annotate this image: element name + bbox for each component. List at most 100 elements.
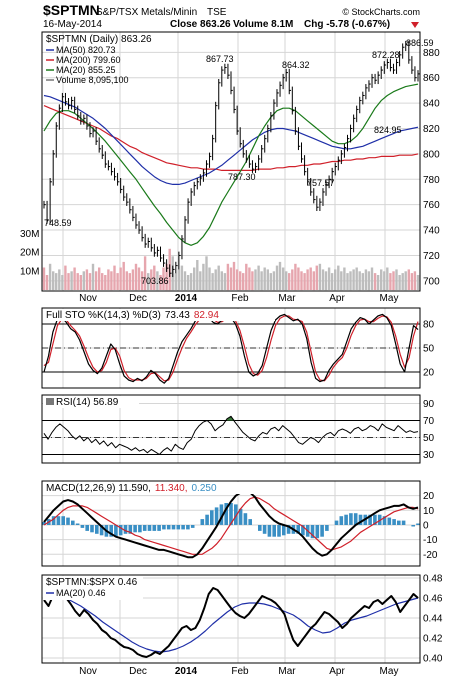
volume-bar bbox=[367, 271, 371, 291]
y-tick-label: 840 bbox=[423, 99, 440, 110]
macd-histogram-bar bbox=[339, 516, 344, 525]
volume-bar bbox=[312, 271, 315, 291]
macd-histogram-bar bbox=[123, 525, 128, 534]
legend-entry: Full STO %K(14,3) %D(3) 73.43 82.94 bbox=[46, 310, 219, 321]
volume-bar bbox=[156, 271, 159, 291]
macd-histogram-bar bbox=[392, 519, 396, 525]
ma50-line bbox=[43, 94, 419, 185]
macd-histogram-bar bbox=[109, 525, 113, 537]
price-annotation: 867.73 bbox=[206, 54, 234, 64]
macd-histogram-bar bbox=[277, 525, 281, 537]
y-tick-label: 10 bbox=[423, 506, 435, 517]
legend-entry: MA(20) 0.46 bbox=[56, 588, 106, 598]
volume-bar bbox=[291, 269, 294, 290]
volume-bar bbox=[48, 263, 52, 291]
volume-bar bbox=[395, 269, 398, 290]
volume-bar bbox=[343, 267, 346, 290]
volume-tick-label: 10M bbox=[20, 266, 39, 277]
macd-histogram-bar bbox=[349, 513, 353, 525]
y-tick-label: 700 bbox=[423, 276, 440, 287]
price-annotation: 703.86 bbox=[141, 276, 169, 286]
volume-bar bbox=[177, 269, 181, 290]
macd-histogram-bar bbox=[248, 519, 252, 525]
volume-bar bbox=[137, 267, 141, 290]
rsi-line bbox=[43, 415, 419, 455]
volume-bar bbox=[386, 267, 389, 290]
volume-bar bbox=[232, 261, 236, 290]
macd-histogram-bar bbox=[133, 525, 137, 533]
volume-bar bbox=[404, 271, 407, 291]
y-tick-label: 20 bbox=[423, 368, 435, 379]
volume-bar bbox=[239, 271, 242, 291]
macd-histogram-bar bbox=[238, 508, 243, 525]
chart-credit: © StockCharts.com bbox=[342, 7, 420, 17]
y-tick-label: 880 bbox=[423, 48, 440, 59]
volume-bar bbox=[263, 267, 266, 290]
volume-bar bbox=[214, 269, 217, 290]
x-tick-label: 2014 bbox=[175, 293, 198, 304]
macd-histogram-bar bbox=[205, 514, 209, 525]
macd-histogram-bar bbox=[301, 525, 305, 536]
volume-bar bbox=[413, 271, 417, 291]
volume-bar bbox=[165, 263, 168, 291]
volume-bar bbox=[110, 271, 113, 291]
y-tick-label: 0.42 bbox=[423, 634, 443, 645]
ratio-ma20-line bbox=[43, 591, 419, 653]
volume-tick-label: 30M bbox=[20, 229, 39, 240]
macd-histogram-bar bbox=[334, 520, 339, 525]
volume-bar bbox=[245, 263, 248, 291]
macd-histogram-bar bbox=[71, 520, 75, 525]
volume-bar bbox=[58, 269, 61, 290]
y-tick-label: 20 bbox=[423, 491, 435, 502]
ma200-line bbox=[43, 105, 419, 171]
legend-bg bbox=[43, 396, 139, 408]
macd-histogram-bar bbox=[90, 525, 94, 533]
volume-bar bbox=[318, 263, 322, 291]
volume-bar bbox=[330, 273, 334, 290]
volume-bar bbox=[88, 273, 92, 290]
macd-histogram-bar bbox=[95, 525, 99, 534]
volume-bar bbox=[254, 269, 257, 290]
macd-histogram-bar bbox=[51, 516, 56, 525]
volume-bar bbox=[140, 271, 144, 291]
ma20-line bbox=[43, 83, 419, 246]
macd-signal-line bbox=[43, 496, 419, 555]
chart-change: Chg -5.78 (-0.67%) bbox=[304, 19, 390, 30]
macd-histogram-bar bbox=[66, 517, 70, 525]
volume-bar bbox=[303, 273, 306, 290]
y-tick-label: 80 bbox=[423, 320, 435, 331]
macd-histogram-bar bbox=[128, 525, 133, 534]
volume-bar bbox=[349, 271, 352, 291]
macd-histogram-bar bbox=[315, 525, 320, 539]
volume-bar bbox=[186, 275, 190, 290]
macd-histogram-bar bbox=[219, 504, 224, 525]
volume-bar bbox=[334, 269, 337, 290]
volume-bar bbox=[383, 271, 386, 291]
y-tick-label: -10 bbox=[423, 535, 438, 546]
volume-bar bbox=[153, 265, 156, 290]
volume-bar bbox=[211, 273, 214, 290]
volume-bar bbox=[76, 273, 79, 290]
volume-bar bbox=[85, 269, 89, 290]
y-tick-label: 800 bbox=[423, 149, 440, 160]
y-tick-label: 860 bbox=[423, 73, 440, 84]
y-tick-label: 0 bbox=[423, 520, 429, 531]
macd-histogram-bar bbox=[358, 514, 363, 525]
macd-histogram-bar bbox=[147, 525, 152, 531]
chart-date: 16-May-2014 bbox=[43, 19, 102, 30]
volume-bar bbox=[272, 271, 276, 291]
volume-bar bbox=[297, 267, 300, 290]
x-tick-label: Dec bbox=[129, 666, 147, 677]
macd-histogram-bar bbox=[61, 516, 65, 525]
volume-bar bbox=[251, 271, 254, 291]
x-tick-label: Nov bbox=[79, 666, 97, 677]
volume-bar bbox=[416, 275, 420, 290]
legend-text: MACD(12,26,9) 11.590, bbox=[46, 483, 151, 494]
price-annotation: 864.32 bbox=[282, 60, 310, 70]
macd-panel-frame bbox=[41, 480, 421, 567]
volume-bar bbox=[42, 267, 46, 290]
macd-histogram-bar bbox=[166, 525, 171, 530]
macd-histogram-bar bbox=[114, 525, 118, 537]
price-annotation: 787.30 bbox=[228, 172, 256, 182]
x-tick-label: 2014 bbox=[175, 666, 198, 677]
